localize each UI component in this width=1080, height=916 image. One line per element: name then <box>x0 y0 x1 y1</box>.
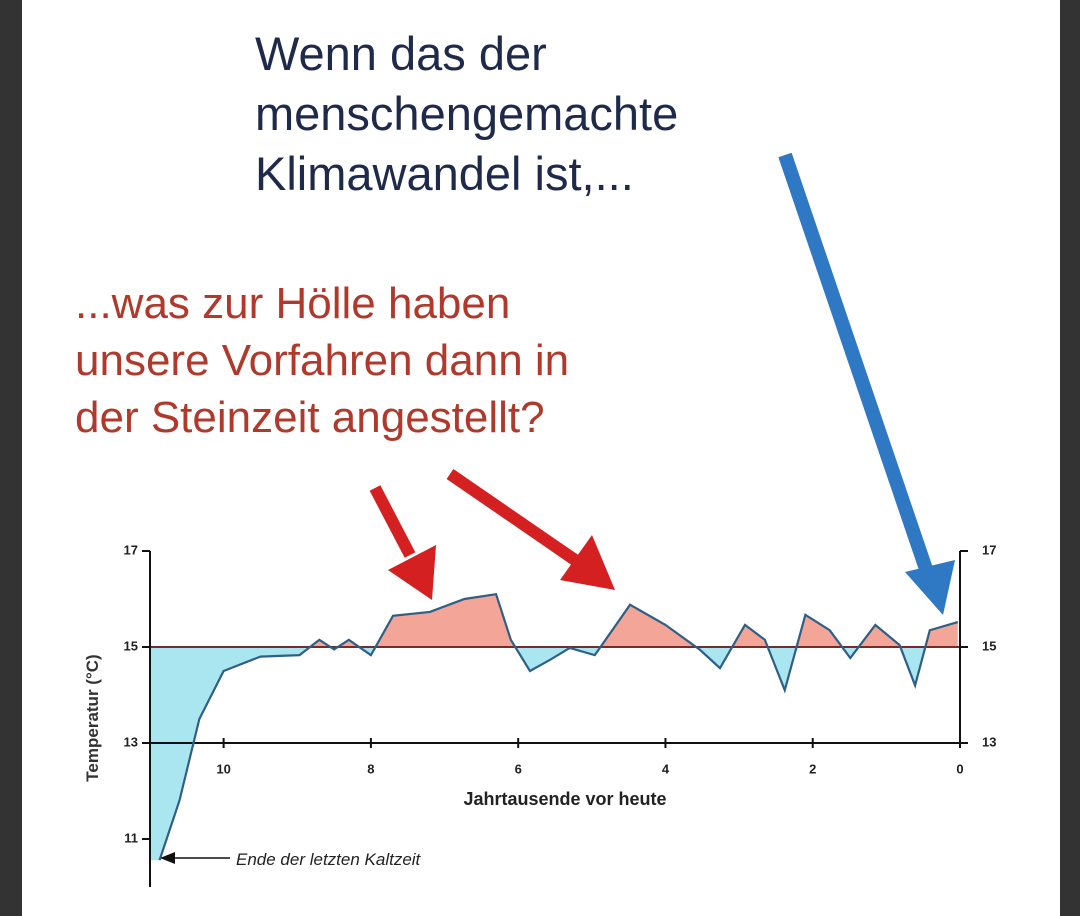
y-tick-label-right: 17 <box>982 542 996 557</box>
x-tick-label: 2 <box>809 761 816 776</box>
x-tick-label: 4 <box>662 761 670 776</box>
x-axis-label: Jahrtausende vor heute <box>463 789 666 809</box>
y-tick-label-right: 13 <box>982 734 996 749</box>
frame-right <box>1060 0 1080 916</box>
temperature-line <box>158 592 959 861</box>
x-tick-label: 8 <box>367 761 374 776</box>
headline: Wenn das der <box>255 27 547 80</box>
frame-left <box>0 0 22 916</box>
note: Ende der letzten Kaltzeit <box>236 850 422 869</box>
x-tick-label: 10 <box>216 761 230 776</box>
x-tick-label: 0 <box>956 761 963 776</box>
subheadline: der Steinzeit angestellt? <box>75 393 545 442</box>
area-below <box>150 647 958 861</box>
y-tick-label: 15 <box>124 638 138 653</box>
x-tick-label: 6 <box>515 761 522 776</box>
headline: menschengemachte <box>255 87 678 140</box>
area-above <box>150 594 958 647</box>
y-tick-label: 13 <box>124 734 138 749</box>
red-arrow <box>369 485 436 600</box>
headline: Klimawandel ist,... <box>255 147 634 200</box>
subheadline: unsere Vorfahren dann in <box>75 336 569 385</box>
red-arrow <box>446 469 615 590</box>
y-tick-label: 11 <box>124 830 138 845</box>
subheadline: ...was zur Hölle haben <box>75 279 510 328</box>
blue-arrow <box>778 152 955 615</box>
y-tick-label: 17 <box>124 542 138 557</box>
y-axis-label: Temperatur (°C) <box>83 654 102 781</box>
y-tick-label-right: 15 <box>982 638 996 653</box>
